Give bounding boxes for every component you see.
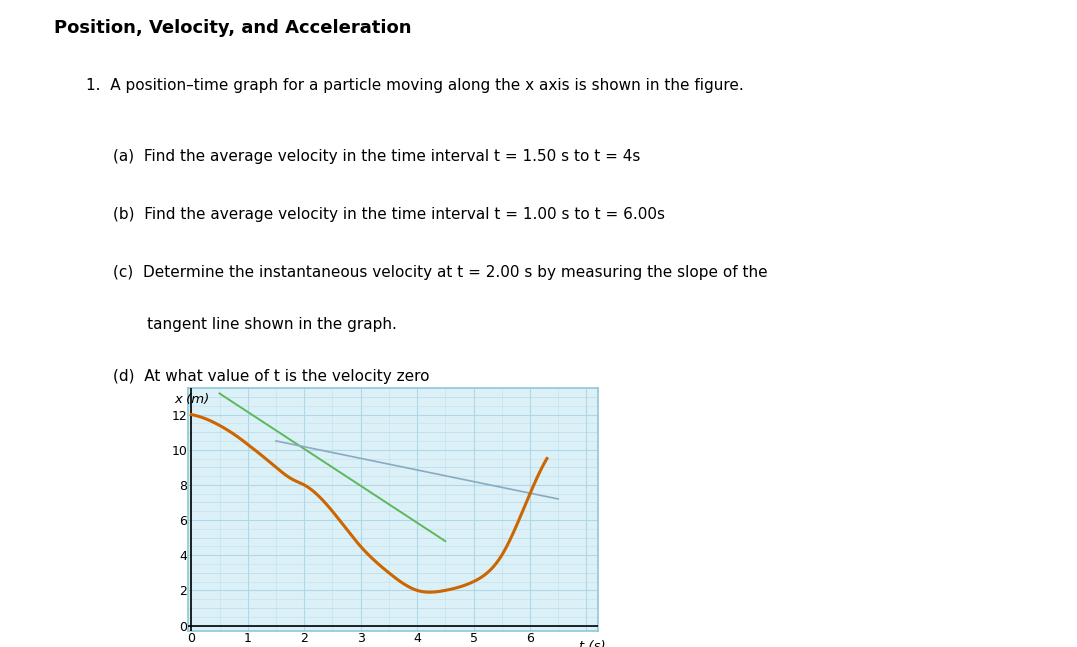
Text: (a)  Find the average velocity in the time interval t = 1.50 s to t = 4s: (a) Find the average velocity in the tim… xyxy=(113,149,641,164)
Text: tangent line shown in the graph.: tangent line shown in the graph. xyxy=(113,317,397,332)
Text: (b)  Find the average velocity in the time interval t = 1.00 s to t = 6.00s: (b) Find the average velocity in the tim… xyxy=(113,207,666,222)
Text: 1.  A position–time graph for a particle moving along the x axis is shown in the: 1. A position–time graph for a particle … xyxy=(86,78,744,93)
Text: x (m): x (m) xyxy=(174,393,210,406)
Text: (c)  Determine the instantaneous velocity at t = 2.00 s by measuring the slope o: (c) Determine the instantaneous velocity… xyxy=(113,265,768,280)
Text: Position, Velocity, and Acceleration: Position, Velocity, and Acceleration xyxy=(54,19,411,38)
Text: t (s): t (s) xyxy=(578,640,605,647)
Text: (d)  At what value of t is the velocity zero: (d) At what value of t is the velocity z… xyxy=(113,369,430,384)
